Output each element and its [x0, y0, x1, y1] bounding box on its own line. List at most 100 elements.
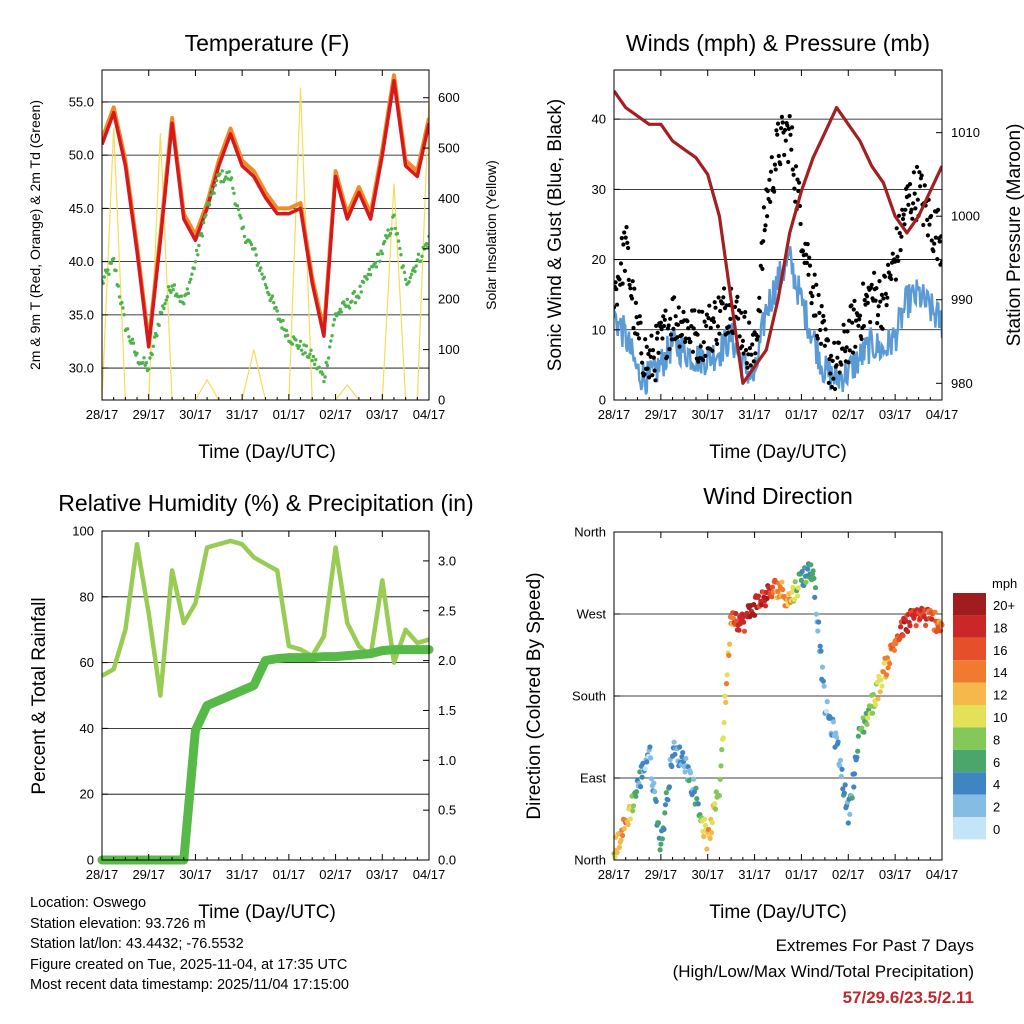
direction-point — [620, 832, 626, 839]
gust-point — [650, 348, 656, 353]
dewpoint-point — [407, 280, 411, 284]
y-right-tick-label: 2.0 — [438, 653, 456, 668]
direction-point — [653, 798, 659, 805]
gust-point — [753, 351, 758, 356]
direction-point — [616, 844, 623, 851]
dewpoint-point — [308, 352, 312, 356]
gust-point — [647, 375, 652, 380]
dewpoint-point — [262, 275, 266, 279]
direction-point — [878, 677, 884, 683]
dewpoint-point — [107, 272, 111, 276]
gust-point — [615, 302, 620, 307]
gust-point — [810, 294, 815, 299]
direction-point — [723, 681, 730, 687]
direction-point — [834, 734, 840, 740]
dewpoint-point — [229, 176, 234, 180]
gust-point — [883, 291, 888, 296]
speed-legend: mph 20+ 18 16 14 12 10 8 6 4 2 0 — [953, 576, 1017, 840]
direction-point — [923, 622, 929, 629]
dewpoint-point — [314, 358, 318, 362]
dewpoint-point — [114, 268, 118, 273]
direction-point — [662, 802, 669, 808]
gust-point — [614, 280, 618, 285]
gust-point — [711, 319, 717, 324]
gust-point — [845, 329, 850, 334]
gust-point — [795, 177, 800, 182]
gust-point — [726, 324, 731, 329]
dewpoint-point — [189, 277, 193, 281]
dewpoint-point — [102, 275, 107, 279]
dewpoint-point — [379, 249, 383, 253]
gust-point — [668, 316, 673, 321]
dewpoint-point — [148, 356, 152, 360]
y-right-tick-label: 0.5 — [438, 803, 456, 818]
gust-point — [645, 366, 650, 371]
gust-point — [760, 266, 765, 271]
gust-point — [826, 380, 831, 385]
dewpoint-point — [143, 363, 147, 367]
gust-point — [836, 340, 842, 345]
dewpoint-point — [258, 268, 262, 273]
gust-point — [907, 182, 913, 187]
gust-point — [634, 315, 639, 320]
dewpoint-point — [307, 355, 311, 360]
gust-point — [778, 162, 783, 167]
direction-point — [811, 575, 817, 582]
dewpoint-point — [236, 207, 241, 212]
y-right-tick-label: 1010 — [951, 125, 980, 140]
direction-point — [929, 616, 935, 622]
gust-point — [815, 336, 820, 341]
direction-point — [840, 786, 846, 792]
gust-point — [817, 310, 822, 315]
gust-point — [713, 305, 718, 310]
direction-point — [780, 587, 786, 593]
y-right-tick-label: 2.5 — [438, 603, 456, 618]
dewpoint-point — [290, 342, 295, 346]
dewpoint-point — [116, 284, 121, 288]
gust-point — [818, 327, 823, 333]
gust-point — [765, 188, 770, 194]
speed-legend-title: mph — [992, 576, 1017, 591]
gust-point — [786, 159, 791, 165]
gust-point — [864, 294, 870, 299]
dewpoint-point — [373, 261, 377, 265]
gust-point — [901, 212, 906, 217]
direction-point — [727, 641, 733, 647]
gust-point — [647, 348, 653, 353]
direction-point — [798, 577, 805, 584]
dewpoint-point — [193, 260, 198, 264]
direction-point — [837, 757, 844, 763]
gust-point — [639, 351, 644, 356]
gust-point — [857, 317, 862, 322]
direction-point — [818, 648, 824, 654]
gust-point — [744, 361, 749, 366]
legend-swatch — [953, 593, 986, 616]
sonic-wind-line — [614, 246, 942, 395]
direction-point — [672, 751, 678, 757]
direction-point — [663, 790, 669, 796]
gust-point — [822, 343, 828, 348]
direction-point — [794, 593, 801, 599]
gust-point — [859, 336, 864, 342]
gust-point — [676, 305, 681, 310]
gust-point — [829, 384, 835, 390]
gust-point — [747, 320, 752, 325]
gust-point — [895, 254, 900, 259]
direction-point — [841, 790, 848, 796]
dewpoint-point — [311, 354, 316, 359]
legend-label: 18 — [993, 620, 1007, 635]
gust-point — [903, 207, 908, 212]
gust-point — [666, 323, 671, 328]
gust-point — [757, 309, 763, 314]
gust-point — [679, 332, 685, 338]
dewpoint-point — [393, 226, 397, 231]
dewpoint-point — [328, 345, 332, 349]
dewpoint-point — [326, 356, 331, 360]
legend-label: 10 — [993, 710, 1007, 725]
gust-point — [832, 340, 837, 345]
direction-point — [733, 610, 739, 617]
direction-point — [865, 715, 871, 721]
gust-point — [921, 222, 926, 228]
gust-point — [626, 245, 631, 251]
dewpoint-point — [403, 277, 408, 282]
